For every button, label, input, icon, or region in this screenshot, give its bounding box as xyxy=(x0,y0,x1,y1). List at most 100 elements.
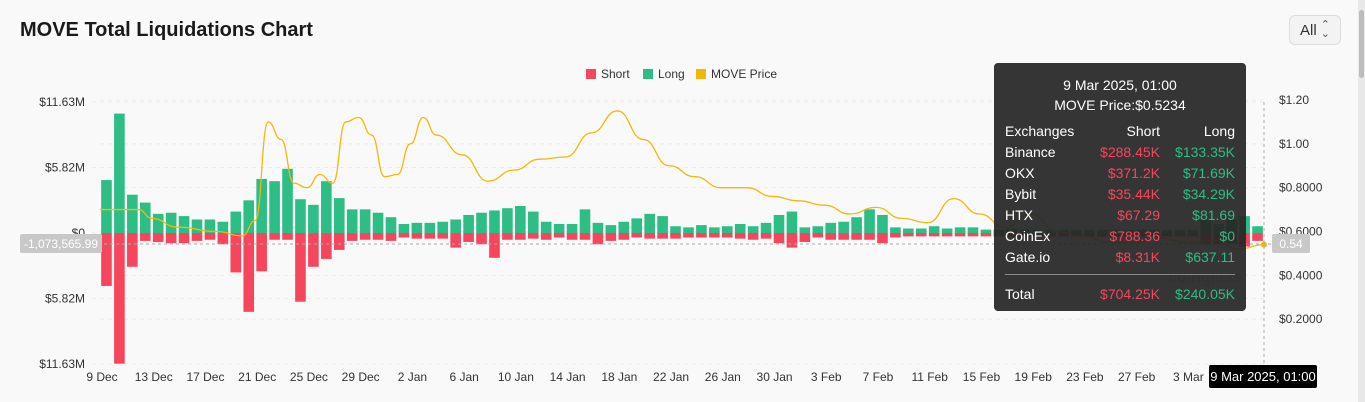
long-bar xyxy=(1252,226,1263,233)
long-bar xyxy=(903,228,914,233)
long-bar xyxy=(282,168,293,233)
x-axis-label: 18 Jan xyxy=(601,370,637,384)
tooltip-row-htx: HTX $67.29 $81.69 xyxy=(1005,204,1235,225)
right-axis-label: $1.00 xyxy=(1279,137,1309,151)
tooltip-header-row: Exchanges Short Long xyxy=(1005,120,1235,141)
long-bar xyxy=(967,227,979,233)
tooltip-total-long: $240.05K xyxy=(1175,285,1235,302)
long-bar xyxy=(217,221,229,233)
short-bar xyxy=(903,233,914,237)
tooltip-col-long: Long xyxy=(1203,122,1235,139)
short-bar xyxy=(760,233,772,239)
tooltip-cell-exchange: OKX xyxy=(1005,164,1035,181)
tooltip-cell-exchange: Bybit xyxy=(1005,185,1037,202)
short-bar xyxy=(605,233,617,241)
x-axis-label: 15 Feb xyxy=(963,370,1001,384)
tooltip-cell-exchange: Gate.io xyxy=(1005,248,1051,265)
short-bar xyxy=(269,233,280,240)
x-axis-label: 21 Dec xyxy=(238,370,276,384)
short-bar xyxy=(527,233,539,239)
long-bar xyxy=(101,180,112,233)
chevron-updown-icon: ⌃ ⌄ xyxy=(1320,19,1330,40)
right-axis-label: $0.4000 xyxy=(1279,268,1323,282)
left-axis-label: $5.82M xyxy=(45,292,85,306)
tooltip-total-label: Total xyxy=(1005,285,1035,302)
x-axis-label: 22 Jan xyxy=(653,370,689,384)
x-axis-label: 30 Jan xyxy=(757,370,793,384)
short-bar xyxy=(644,233,655,239)
short-bar xyxy=(424,233,436,239)
long-bar xyxy=(515,205,526,233)
right-axis-label: $1.20 xyxy=(1279,93,1309,107)
short-bar xyxy=(540,233,552,240)
long-bar xyxy=(721,226,733,233)
long-bar xyxy=(243,200,255,233)
long-bar xyxy=(295,199,306,233)
short-bar xyxy=(980,233,992,237)
long-bar xyxy=(152,213,164,233)
long-bar xyxy=(424,222,436,233)
tooltip-cell-long: $0 xyxy=(1219,227,1235,244)
short-bar xyxy=(1252,233,1263,241)
short-bar xyxy=(864,233,875,240)
range-select[interactable]: All ⌃ ⌄ xyxy=(1289,15,1341,45)
long-bar xyxy=(812,226,824,233)
scrollbar-thumb[interactable] xyxy=(1359,10,1364,78)
legend-swatch-short xyxy=(586,69,596,79)
tooltip: 9 Mar 2025, 01:00 MOVE Price:$0.5234 Exc… xyxy=(994,63,1246,311)
short-bar xyxy=(579,233,591,240)
tooltip-cell-long: $71.69K xyxy=(1182,164,1235,181)
scrollbar[interactable] xyxy=(1358,0,1365,402)
short-bar xyxy=(191,233,203,241)
long-bar xyxy=(553,223,565,233)
crosshair-value-label: -1,073,565.99 xyxy=(24,237,98,251)
short-bar xyxy=(851,233,862,240)
long-bar xyxy=(838,221,849,233)
short-bar xyxy=(437,233,449,239)
short-bar xyxy=(256,233,267,272)
long-bar xyxy=(359,209,371,233)
x-axis-label: 13 Dec xyxy=(135,370,173,384)
x-axis-label: 23 Feb xyxy=(1066,370,1104,384)
long-bar xyxy=(864,209,875,233)
short-bar xyxy=(411,233,423,239)
short-bar xyxy=(812,233,824,238)
tooltip-cell-short: $788.36 xyxy=(1109,227,1160,244)
short-bar xyxy=(243,233,255,312)
tooltip-cell-short: $8.31K xyxy=(1115,248,1160,265)
short-bar xyxy=(553,233,565,238)
short-bar xyxy=(786,233,798,248)
short-bar xyxy=(463,233,474,243)
long-bar xyxy=(799,227,811,233)
short-bar xyxy=(709,233,720,238)
short-bar xyxy=(476,233,487,245)
tooltip-cell-long: $81.69 xyxy=(1192,206,1235,223)
long-bar xyxy=(139,202,151,233)
short-bar xyxy=(734,233,746,239)
long-bar xyxy=(605,225,617,233)
long-bar xyxy=(877,214,888,233)
long-bar xyxy=(696,225,707,233)
right-axis-label: $0.8000 xyxy=(1279,181,1323,195)
tooltip-cell-exchange: CoinEx xyxy=(1005,227,1051,244)
tooltip-total-row: Total $704.25K $240.05K xyxy=(1005,283,1235,304)
x-axis-label: 2 Jan xyxy=(398,370,427,384)
x-axis-label: 7 Feb xyxy=(863,370,894,384)
long-bar xyxy=(760,222,772,233)
long-bar xyxy=(631,218,643,233)
long-bar xyxy=(230,211,242,233)
long-bar xyxy=(165,212,177,233)
x-axis-label: 27 Feb xyxy=(1118,370,1156,384)
short-bar xyxy=(489,233,500,258)
short-bar xyxy=(152,233,164,243)
x-axis-label: 9 Dec xyxy=(86,370,117,384)
tooltip-cell-short: $288.45K xyxy=(1100,143,1160,160)
short-bar xyxy=(941,233,953,237)
short-bar xyxy=(696,233,707,238)
short-bar xyxy=(165,233,177,244)
short-bar xyxy=(618,233,630,240)
range-select-value: All xyxy=(1300,21,1317,39)
short-bar xyxy=(773,233,785,244)
page-title: MOVE Total Liquidations Chart xyxy=(20,19,313,41)
